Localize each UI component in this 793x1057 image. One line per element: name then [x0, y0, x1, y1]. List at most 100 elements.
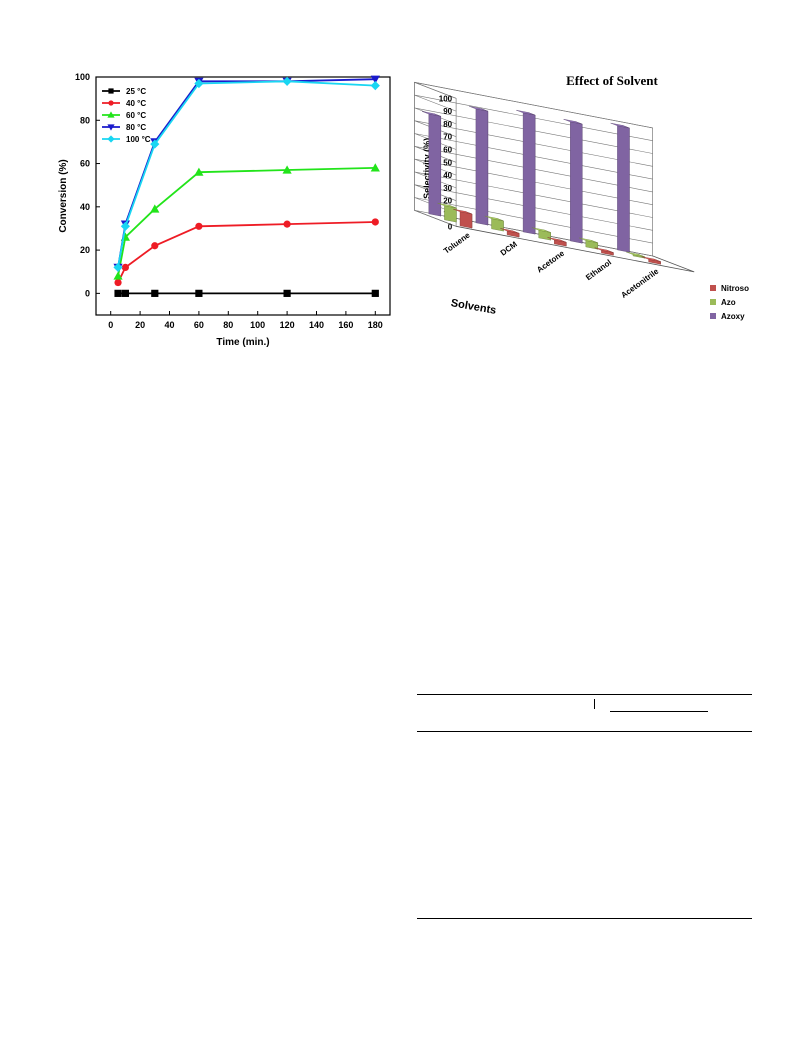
bar-top-face — [531, 227, 551, 233]
bar-azoxy-dcm — [469, 106, 489, 226]
data-point-circle — [108, 100, 114, 106]
data-point-triangle-up — [194, 167, 204, 176]
bar-top-face — [641, 256, 661, 262]
bar-top-face — [469, 106, 488, 112]
category-label: Acetonitrile — [619, 266, 660, 299]
y-axis-title: Selectivity (%) — [422, 138, 432, 199]
x-tick-label: 180 — [368, 320, 383, 330]
table-bottom-rule — [417, 918, 752, 919]
bar-top-face — [437, 202, 457, 209]
legend-label: Azo — [721, 298, 736, 307]
x-tick-label: 80 — [223, 320, 233, 330]
x-tick-label: 40 — [164, 320, 174, 330]
data-point-square — [114, 289, 122, 297]
legend-label: Nitroso — [721, 284, 749, 293]
bar-azo-acetone — [531, 227, 551, 241]
bar-azoxy-acetonitrile — [610, 122, 630, 253]
y-tick-label: 60 — [443, 146, 452, 155]
bar-azoxy-acetone — [516, 110, 536, 235]
data-point-circle — [121, 263, 129, 271]
bar-top-face — [484, 215, 504, 222]
legend-label: Azoxy — [721, 312, 745, 321]
data-point-triangle-up — [282, 165, 292, 174]
bar-top-face — [626, 251, 646, 258]
x-tick-label: 20 — [135, 320, 145, 330]
legend-label: 60 °C — [126, 111, 146, 120]
data-point-triangle-down — [107, 124, 115, 131]
x-tick-label: 120 — [280, 320, 295, 330]
data-point-square — [195, 289, 203, 297]
category-label: DCM — [499, 239, 519, 257]
conversion-vs-time-chart: 0 20 40 60 80 100 120 140 160 180 0 20 40 60 80 100 Time… — [58, 72, 391, 348]
table-header-rule — [417, 731, 752, 732]
legend-entry: Azo — [710, 298, 736, 307]
bar-top-face — [421, 111, 441, 117]
data-point-square — [108, 88, 114, 94]
bar-top-face — [547, 237, 567, 243]
data-point-square — [151, 289, 159, 297]
data-point-diamond — [150, 139, 160, 149]
y-tick-label: 0 — [85, 288, 90, 298]
bar-front-face — [428, 113, 441, 217]
y-tick-label: 80 — [443, 120, 452, 129]
data-point-diamond — [370, 81, 380, 91]
bar-front-face — [444, 205, 457, 223]
data-point-triangle-down — [370, 75, 380, 84]
y-tick-label: 30 — [443, 184, 452, 193]
data-point-triangle-up — [370, 163, 380, 172]
data-point-square — [121, 289, 129, 297]
series-0 — [114, 289, 379, 297]
bar-azo-toluene — [437, 202, 457, 223]
bar-top-face — [594, 247, 614, 253]
y-tick-label: 80 — [80, 115, 90, 125]
legend-entry: 40 °C — [102, 99, 146, 108]
bar-top-face — [579, 237, 598, 243]
y-axis-title: Conversion (%) — [58, 159, 69, 232]
series-line — [117, 166, 376, 277]
y-tick-label: 20 — [443, 197, 452, 206]
data-point-circle — [114, 278, 122, 287]
data-point-triangle-up — [107, 111, 115, 118]
x-tick-label: 60 — [194, 320, 204, 330]
bar-azoxy-toluene — [421, 111, 441, 217]
data-point-square — [283, 289, 291, 297]
series-2 — [113, 163, 380, 280]
data-point-triangle-up — [113, 271, 123, 280]
x-tick-label: 160 — [338, 320, 353, 330]
x-tick-label: 0 — [108, 320, 113, 330]
bar-nitroso-toluene — [453, 208, 473, 229]
data-point-diamond — [120, 221, 130, 231]
y-tick-label: 70 — [443, 133, 452, 142]
bar-front-face — [522, 112, 536, 235]
table-group-underline — [610, 711, 708, 712]
y-tick-label: 20 — [80, 245, 90, 255]
x-axis-title: Solvents — [450, 297, 497, 317]
bar-nitroso-dcm — [500, 228, 520, 238]
bar-front-face — [570, 121, 583, 244]
gridline — [414, 82, 653, 129]
data-point-circle — [151, 242, 159, 250]
bar-nitroso-ethanol — [594, 247, 614, 256]
bar-top-face — [500, 228, 520, 234]
legend-label: 40 °C — [126, 99, 146, 108]
data-point-triangle-up — [150, 204, 160, 213]
data-point-circle — [371, 218, 379, 226]
legend-entry: 60 °C — [102, 111, 146, 120]
legend-label: 80 °C — [126, 123, 146, 132]
bar-top-face — [610, 122, 630, 129]
category-label: Toluene — [442, 230, 472, 255]
data-point-diamond — [107, 135, 115, 143]
y-tick-label: 50 — [443, 158, 452, 167]
legend-entry: 100 °C — [102, 135, 151, 144]
data-point-circle — [283, 220, 291, 228]
legend-label: 100 °C — [126, 135, 151, 144]
bar-nitroso-acetone — [547, 237, 567, 247]
legend-swatch — [710, 313, 716, 319]
bar-azo-ethanol — [579, 237, 599, 250]
x-axis-title: Time (min.) — [216, 337, 269, 348]
data-point-square — [371, 289, 379, 297]
legend-entry: Azoxy — [710, 312, 745, 321]
bar-top-face — [516, 110, 536, 116]
legend-swatch — [710, 299, 716, 305]
category-label: Ethanol — [584, 258, 613, 283]
